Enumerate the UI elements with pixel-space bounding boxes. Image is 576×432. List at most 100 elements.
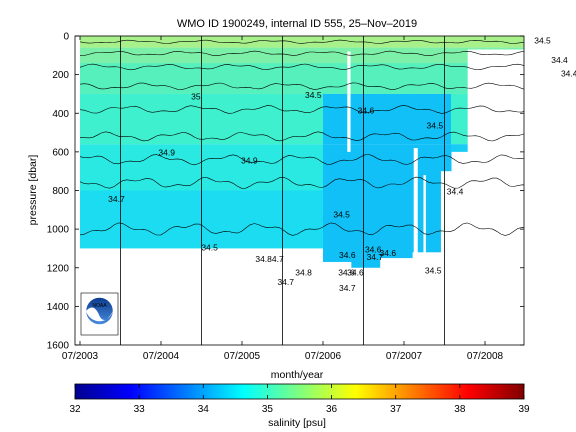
salinity-cell: [323, 144, 352, 191]
colorbar-label: salinity [psu]: [268, 417, 326, 429]
y-tick-label: 600: [52, 147, 69, 158]
colorbar-tick-label: 38: [454, 404, 466, 415]
salinity-cell: [467, 47, 524, 50]
colorbar-tick-label: 39: [518, 404, 530, 415]
noaa-logo: NOAA: [80, 292, 119, 336]
contour-line: [79, 222, 524, 236]
contour-label: 34.5: [333, 210, 350, 220]
contour-label: 34.7: [108, 194, 125, 204]
contour-label: 34.84.7: [255, 254, 284, 264]
contour-line: [79, 105, 524, 114]
contour-label: 34.6: [339, 250, 356, 260]
contour-label: 34.4: [561, 69, 576, 79]
x-tick-label: 07/2003: [62, 351, 99, 362]
colorbar-ticks: 32 33 34 35 36 37 38 39: [69, 384, 530, 415]
salinity-cell: [450, 63, 468, 94]
x-tick-label: 07/2005: [224, 351, 261, 362]
salinity-cell: [562, 36, 576, 48]
year-markers: [120, 36, 445, 345]
contour-label: 34.6: [347, 267, 364, 277]
contour-label: 34.5: [201, 242, 218, 252]
y-tick-label: 1200: [47, 263, 70, 274]
contour-line: [79, 82, 524, 90]
colorbar-tick-label: 35: [262, 404, 274, 415]
salinity-cell: [379, 36, 413, 48]
noaa-logo-text: NOAA: [92, 303, 107, 309]
y-tick-label: 1000: [47, 225, 70, 236]
salinity-cell: [351, 93, 381, 145]
y-tick-label: 800: [52, 186, 69, 197]
contour-label: 34.5: [534, 36, 551, 46]
colorbar-tick-label: 34: [198, 404, 210, 415]
x-tick-label: 07/2008: [467, 351, 504, 362]
colorbar-tick-label: 36: [326, 404, 338, 415]
salinity-cell: [323, 63, 352, 94]
y-tick-label: 400: [52, 109, 69, 120]
salinity-cell: [467, 36, 524, 48]
chart-title: WMO ID 1900249, internal ID 555, 25–Nov–…: [177, 18, 417, 30]
y-tick-label: 0: [63, 32, 69, 43]
contour-line: [79, 154, 524, 166]
colorbar-tick-label: 32: [69, 404, 81, 415]
x-tick-label: 07/2006: [305, 351, 342, 362]
data-gap: [423, 175, 426, 278]
y-tick-label: 1400: [47, 302, 70, 313]
data-gap: [413, 148, 418, 268]
contour-label: 34.8: [295, 267, 312, 277]
colorbar-tick-label: 37: [390, 404, 402, 415]
x-tick-label: 07/2007: [386, 351, 423, 362]
salinity-cell: [450, 144, 468, 152]
contour-line: [79, 131, 524, 142]
salinity-cell: [323, 190, 352, 262]
salinity-cell: [379, 93, 413, 145]
contour-label: 34.7: [339, 283, 356, 293]
salinity-cell: [351, 63, 381, 94]
salinity-cell: [379, 63, 413, 94]
salinity-cell: [450, 47, 468, 64]
salinity-cell: [440, 93, 452, 145]
x-tick-label: 07/2004: [143, 351, 180, 362]
contour-label: 34.7: [277, 277, 294, 287]
contour-label: 34.6: [365, 244, 382, 254]
salinity-cell: [379, 47, 413, 64]
contour-label: 34.6: [338, 267, 355, 277]
y-axis-label: pressure [dbar]: [27, 155, 39, 226]
contour-label: 34.9: [158, 148, 175, 158]
contour-label: 34.6: [380, 248, 397, 258]
salinity-cell: [351, 190, 381, 268]
x-axis: 07/2003 07/2004 07/2005 07/2006 07/2007 07/20…: [62, 36, 504, 362]
salinity-cell: [412, 93, 441, 145]
salinity-cell: [323, 36, 352, 48]
contour-label: 34.5: [427, 121, 444, 131]
y-tick-label: 200: [52, 70, 69, 81]
y-axis: 0 200 400 600 800 1000 1200 1400 1600: [47, 32, 524, 352]
contour-line: [79, 50, 524, 57]
contour-labels: 34.53534.934.734.534.934.534.634.534.634…: [108, 36, 576, 293]
contour-label: 34.5: [425, 266, 442, 276]
salinity-cell: [323, 47, 352, 64]
salinity-cell: [379, 144, 413, 191]
y-tick-label: 1600: [47, 341, 70, 352]
contour-line: [79, 176, 524, 189]
x-axis-label: month/year: [271, 369, 324, 381]
salinity-cell: [379, 190, 413, 259]
colorbar: [74, 383, 525, 400]
salinity-cell: [450, 36, 468, 48]
salinity-contours: [79, 39, 524, 236]
contour-line: [79, 63, 524, 71]
data-gap: [347, 51, 351, 152]
contour-label: 35: [191, 92, 201, 102]
contour-label: 34.7: [367, 252, 384, 262]
salinity-cell: [351, 47, 381, 64]
contour-label: 34.4: [551, 55, 568, 65]
salinity-cell: [440, 63, 452, 94]
noaa-wave-icon: [86, 307, 113, 322]
contour-label: 34.9: [241, 155, 258, 165]
salinity-cell: [351, 144, 381, 191]
salinity-cell: [440, 36, 452, 48]
salinity-cell: [440, 47, 452, 64]
salinity-cell: [450, 93, 468, 145]
contour-label: 34.6: [358, 105, 375, 115]
contour-label: 34.4: [447, 186, 464, 196]
